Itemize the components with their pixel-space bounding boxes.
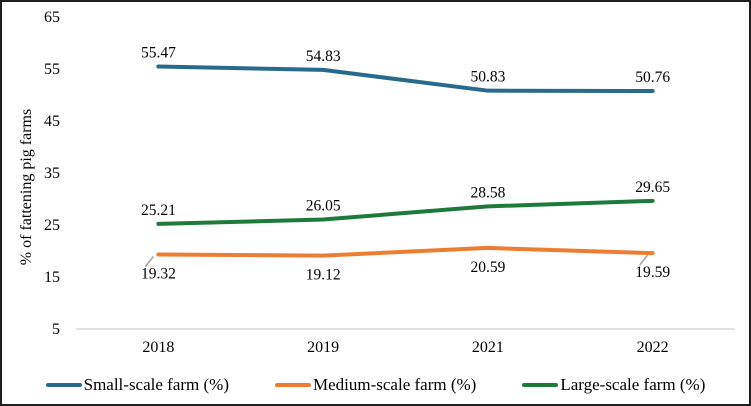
- y-tick-label: 45: [44, 113, 60, 130]
- legend-line-marker: [522, 383, 559, 387]
- x-tick-label: 2021: [472, 339, 504, 356]
- data-label: 19.32: [141, 266, 176, 283]
- legend-line-marker: [275, 383, 311, 387]
- x-tick-label: 2022: [637, 339, 669, 356]
- y-tick-label: 35: [44, 165, 60, 182]
- data-label: 50.76: [635, 69, 670, 86]
- legend-item-0: Small-scale farm (%): [45, 375, 229, 395]
- legend-item-2: Large-scale farm (%): [522, 375, 705, 395]
- series-line-1: [156, 245, 655, 258]
- data-label: 55.47: [141, 45, 176, 62]
- legend-label: Medium-scale farm (%): [313, 375, 477, 394]
- data-label: 20.59: [470, 259, 505, 276]
- y-tick-label: 5: [52, 321, 60, 338]
- series-line-2: [156, 198, 655, 226]
- data-label: 28.58: [470, 184, 505, 201]
- legend-item-1: Medium-scale farm (%): [275, 375, 476, 395]
- x-tick-label: 2018: [142, 339, 174, 356]
- data-label: 50.83: [470, 69, 505, 86]
- x-tick-label: 2019: [307, 339, 339, 356]
- y-tick-label: 65: [44, 9, 60, 26]
- y-tick-label: 15: [44, 269, 60, 286]
- legend-line-marker: [45, 383, 82, 387]
- data-label: 19.59: [635, 264, 670, 281]
- y-tick-label: 25: [44, 217, 60, 234]
- data-label: 29.65: [635, 179, 670, 196]
- label-leader-line: [639, 254, 649, 266]
- data-label: 25.21: [141, 202, 176, 219]
- data-label: 54.83: [306, 48, 341, 65]
- data-label: 26.05: [306, 198, 341, 215]
- legend-label: Large-scale farm (%): [560, 375, 706, 394]
- label-leader-line: [144, 256, 154, 268]
- legend-label: Small-scale farm (%): [83, 375, 229, 394]
- series-line-0: [156, 64, 655, 94]
- data-label: 19.12: [306, 267, 341, 284]
- chart-legend: Small-scale farm (%) Medium-scale farm (%…: [2, 375, 749, 395]
- y-tick-label: 55: [44, 61, 60, 78]
